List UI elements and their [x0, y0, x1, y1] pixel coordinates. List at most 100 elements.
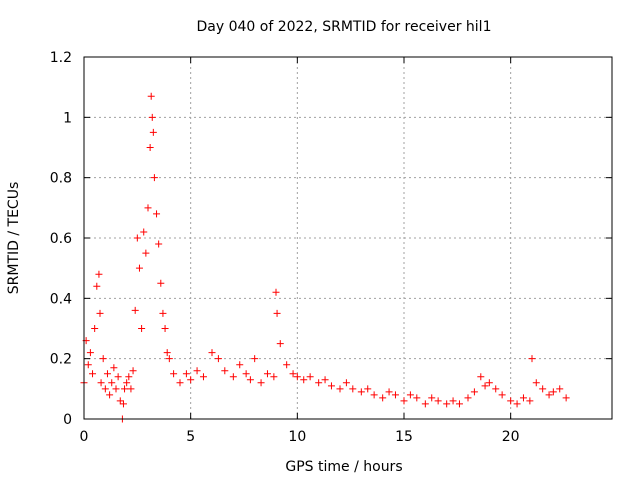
data-point — [163, 349, 171, 357]
data-point — [119, 400, 127, 408]
data-point — [556, 385, 564, 393]
data-point — [513, 400, 521, 408]
data-point — [129, 367, 137, 375]
data-point — [138, 325, 146, 332]
data-point — [146, 144, 154, 151]
data-point — [135, 264, 143, 272]
data-point — [97, 379, 105, 387]
data-point — [153, 210, 161, 218]
data-point — [148, 113, 156, 121]
data-point — [246, 376, 254, 384]
data-point — [276, 340, 284, 348]
data-point — [125, 373, 133, 381]
data-point — [434, 397, 442, 405]
data-point — [289, 370, 297, 378]
data-point — [176, 379, 184, 387]
axis-tick-labels: 0 5 10 15 20 0 0.2 0.4 0.6 0.8 1 1.2 — [50, 50, 520, 445]
data-point — [140, 228, 148, 236]
data-point — [182, 370, 190, 378]
data-point — [283, 361, 291, 369]
y-tick-label: 0.8 — [50, 171, 72, 187]
data-point — [242, 370, 250, 378]
data-point — [315, 379, 323, 387]
data-point — [84, 361, 92, 369]
data-point — [379, 394, 387, 402]
data-point — [539, 385, 547, 393]
data-point — [161, 325, 169, 332]
data-point — [208, 349, 216, 357]
data-point — [455, 400, 463, 408]
data-point — [481, 382, 489, 390]
data-points — [80, 92, 570, 423]
data-point — [91, 325, 99, 332]
data-point — [342, 379, 350, 387]
data-point — [464, 394, 472, 402]
data-point — [449, 397, 457, 405]
data-point — [121, 385, 129, 393]
data-point — [321, 376, 329, 384]
data-point — [549, 388, 557, 396]
data-point — [270, 373, 278, 381]
x-tick-label: 20 — [502, 429, 520, 445]
data-point — [86, 349, 94, 357]
y-tick-label: 1 — [63, 110, 72, 126]
data-point — [470, 388, 478, 396]
data-point — [443, 400, 451, 408]
x-axis-label: GPS time / hours — [285, 459, 402, 475]
data-point — [187, 376, 195, 384]
data-point — [199, 373, 207, 381]
data-point — [114, 373, 122, 381]
data-point — [144, 204, 152, 212]
data-point — [263, 370, 271, 378]
data-point — [127, 385, 135, 393]
data-point — [364, 385, 372, 393]
data-point — [133, 234, 141, 242]
data-point — [229, 373, 237, 381]
data-point — [327, 382, 335, 390]
y-tick-label: 0 — [63, 412, 72, 428]
data-point — [96, 309, 104, 317]
data-point — [155, 240, 163, 248]
data-point — [526, 397, 534, 405]
axis-ticks — [83, 56, 612, 420]
data-point — [391, 391, 399, 399]
data-point — [103, 370, 111, 378]
data-point — [193, 367, 201, 375]
data-point — [406, 391, 414, 399]
data-point — [300, 376, 308, 384]
data-point — [507, 397, 515, 405]
data-point — [110, 364, 118, 372]
data-point — [108, 379, 116, 387]
data-point — [131, 306, 139, 314]
data-point — [272, 288, 280, 296]
data-point — [99, 355, 107, 363]
data-point — [116, 397, 124, 405]
data-point — [95, 270, 103, 278]
data-point — [532, 379, 540, 387]
y-tick-label: 1.2 — [50, 50, 72, 66]
data-point — [492, 385, 500, 393]
data-point — [336, 385, 344, 393]
y-tick-label: 0.6 — [50, 231, 72, 247]
data-point — [214, 355, 222, 363]
data-point — [236, 361, 244, 369]
data-point — [93, 282, 101, 290]
data-point — [123, 379, 131, 387]
data-point — [400, 397, 408, 405]
data-point — [370, 391, 378, 399]
data-point — [477, 373, 485, 381]
x-tick-label: 0 — [80, 429, 89, 445]
data-point — [421, 400, 429, 408]
x-tick-label: 5 — [186, 429, 195, 445]
data-point — [528, 355, 536, 363]
data-point — [149, 128, 157, 136]
data-point — [159, 309, 167, 317]
x-tick-label: 15 — [395, 429, 413, 445]
data-point — [106, 391, 114, 399]
grid-lines — [84, 57, 612, 419]
data-point — [112, 385, 120, 393]
data-point — [165, 355, 173, 363]
data-point — [89, 370, 97, 378]
data-point — [413, 394, 421, 402]
